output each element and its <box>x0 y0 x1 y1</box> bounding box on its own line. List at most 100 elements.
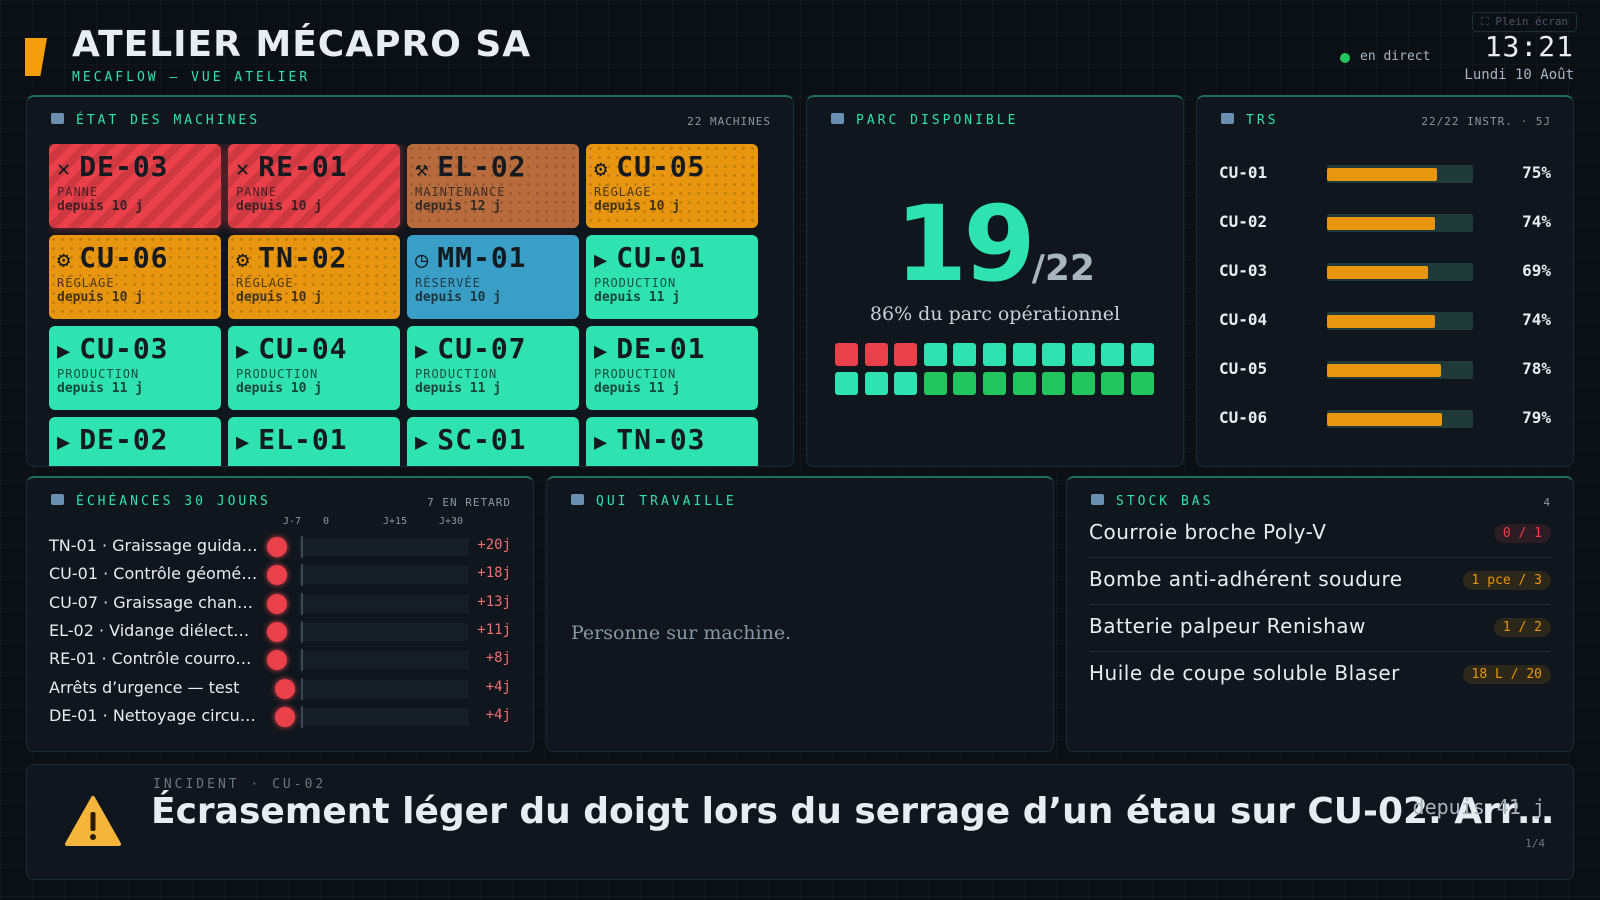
machine-status: PRODUCTION <box>57 367 140 381</box>
trs-bar <box>1327 217 1436 230</box>
panel-note: 7 EN RETARD <box>427 496 511 509</box>
machine-since: depuis 10 j <box>415 290 502 305</box>
machine-tile: ⚙ CU-06 RÉGLAGE depuis 10 j <box>49 235 221 319</box>
machine-status: PANNE <box>57 185 99 199</box>
deadline-delay: +8j <box>485 650 511 667</box>
live-status: en direct <box>1360 49 1431 64</box>
machine-name: ✕ DE-03 <box>57 150 213 183</box>
machine-status: RÉGLAGE <box>594 185 652 199</box>
machine-status: PANNE <box>236 185 278 199</box>
fleet-cell <box>1131 343 1154 366</box>
deadline-delay: +18j <box>477 565 511 582</box>
machine-tile: ▶ DE-02 <box>49 417 221 466</box>
machine-name: ▶ CU-01 <box>594 241 750 274</box>
stock-qty: 0 / 1 <box>1493 524 1551 543</box>
incident-text: Écrasement léger du doigt lors du serrag… <box>151 791 1554 832</box>
deadline-list: J-7 0 J+15 J+30 TN-01 · Graissage guida… +20j… <box>27 478 533 751</box>
machine-name: ▶ CU-04 <box>236 332 392 365</box>
machine-tile: ⚒ EL-02 MAINTENANCE depuis 12 j <box>407 144 579 228</box>
machine-id: DE-02 <box>79 423 169 456</box>
deadline-task: RE-01 · Contrôle courro… <box>49 649 252 669</box>
logo <box>25 38 47 76</box>
machine-id: CU-03 <box>79 332 169 365</box>
machine-grid: ✕ DE-03 PANNE depuis 10 j ✕ RE-01 PANNE depuis … <box>49 144 779 466</box>
deadline-task: DE-01 · Nettoyage circu… <box>49 705 256 725</box>
fleet-cell <box>835 372 858 395</box>
panel-title-text: ÉTAT DES MACHINES <box>76 113 261 128</box>
machine-status: PRODUCTION <box>594 276 677 290</box>
machine-id: TN-03 <box>616 423 706 456</box>
fleet-cell <box>864 343 888 366</box>
trs-bar <box>1327 168 1437 181</box>
deadline-track <box>299 538 469 556</box>
machine-icon: ▶ <box>57 430 72 455</box>
fleet-figure: 19/22 <box>807 183 1183 305</box>
overdue-marker <box>267 650 287 671</box>
stock-divider <box>1089 557 1551 558</box>
machine-icon: ✕ <box>236 157 251 182</box>
overdue-marker <box>267 621 287 642</box>
deadline-task: Arrêts d’urgence — test <box>49 677 240 697</box>
machine-name: ◷ MM-01 <box>415 241 571 274</box>
machine-name: ⚙ TN-02 <box>236 241 392 274</box>
fleet-cell <box>1012 372 1036 395</box>
incident-kicker: INCIDENT · CU-02 <box>153 777 327 792</box>
stock-qty: 18 L / 20 <box>1462 665 1551 684</box>
machine-id: TN-02 <box>258 241 348 274</box>
deadline-zero <box>301 536 303 558</box>
fleet-cell <box>864 372 888 395</box>
deadline-zero <box>301 564 303 587</box>
fleet-cell <box>1042 372 1066 395</box>
deadline-task: CU-07 · Graissage chan… <box>49 592 253 612</box>
machine-id: DE-03 <box>79 150 169 183</box>
machine-name: ▶ CU-03 <box>57 332 213 365</box>
fullscreen-button[interactable]: ⛶ Plein écran <box>1472 12 1578 32</box>
machine-id: DE-01 <box>616 332 706 365</box>
deadline-zero <box>301 677 303 700</box>
panel-note: 22 MACHINES <box>687 115 771 128</box>
machine-since: depuis 11 j <box>594 290 681 305</box>
trs-value: 78% <box>1522 359 1551 378</box>
panel-title: STOCK BAS <box>1091 494 1213 509</box>
deadline-delay: +11j <box>477 621 511 638</box>
fleet-panel: PARC DISPONIBLE 19/22 86% du parc opérat… <box>806 95 1184 467</box>
deadline-zero <box>301 705 303 728</box>
machine-since: depuis 10 j <box>57 290 144 305</box>
stock-name: Bombe anti-adhérent soudure <box>1089 567 1403 591</box>
machine-icon: ▶ <box>57 339 72 364</box>
machine-since: depuis 10 j <box>57 199 144 214</box>
machine-icon: ▶ <box>236 339 251 364</box>
fleet-cell <box>1101 343 1125 366</box>
panel-title: TRS <box>1221 113 1278 128</box>
panel-title: ÉCHÉANCES 30 JOURS <box>51 494 271 509</box>
stock-qty: 1 / 2 <box>1493 618 1551 637</box>
machine-since: depuis 10 j <box>236 290 323 305</box>
panel-title-text: TRS <box>1246 113 1279 128</box>
trs-bar <box>1327 413 1443 426</box>
clock: 13:21 <box>1484 30 1574 63</box>
trs-list: CU-01 75% CU-02 74% CU-03 69% CU-04 74% CU-05 78%… <box>1197 97 1573 466</box>
trs-machine: CU-02 <box>1219 212 1268 231</box>
deadline-delay: +20j <box>477 537 511 553</box>
fleet-cell <box>835 343 858 366</box>
stock-name: Batterie palpeur Renishaw <box>1089 614 1366 638</box>
machine-name: ▶ DE-01 <box>594 332 750 365</box>
machine-tile: ▶ CU-04 PRODUCTION depuis 10 j <box>228 326 400 410</box>
fleet-cell <box>923 372 947 395</box>
panel-title: ÉTAT DES MACHINES <box>51 113 260 128</box>
deadline-track <box>299 707 469 726</box>
machines-panel: ÉTAT DES MACHINES 22 MACHINES ✕ DE-03 PANN… <box>26 95 794 467</box>
live-dot <box>1340 53 1350 63</box>
fleet-cell <box>1071 343 1095 366</box>
deadline-delay: +13j <box>477 593 511 610</box>
machine-icon: ▶ <box>594 248 609 273</box>
machine-tile: ▶ CU-01 PRODUCTION depuis 11 j <box>586 235 758 319</box>
machine-icon: ▶ <box>236 430 251 455</box>
panel-title-text: STOCK BAS <box>1116 494 1214 509</box>
machine-tile: ▶ EL-01 <box>228 417 400 466</box>
workers-panel: QUI TRAVAILLE Personne sur machine. <box>546 476 1054 752</box>
timeline-label: 0 <box>323 516 330 527</box>
machine-icon: ⚒ <box>415 157 430 182</box>
machine-status: PRODUCTION <box>594 367 677 381</box>
